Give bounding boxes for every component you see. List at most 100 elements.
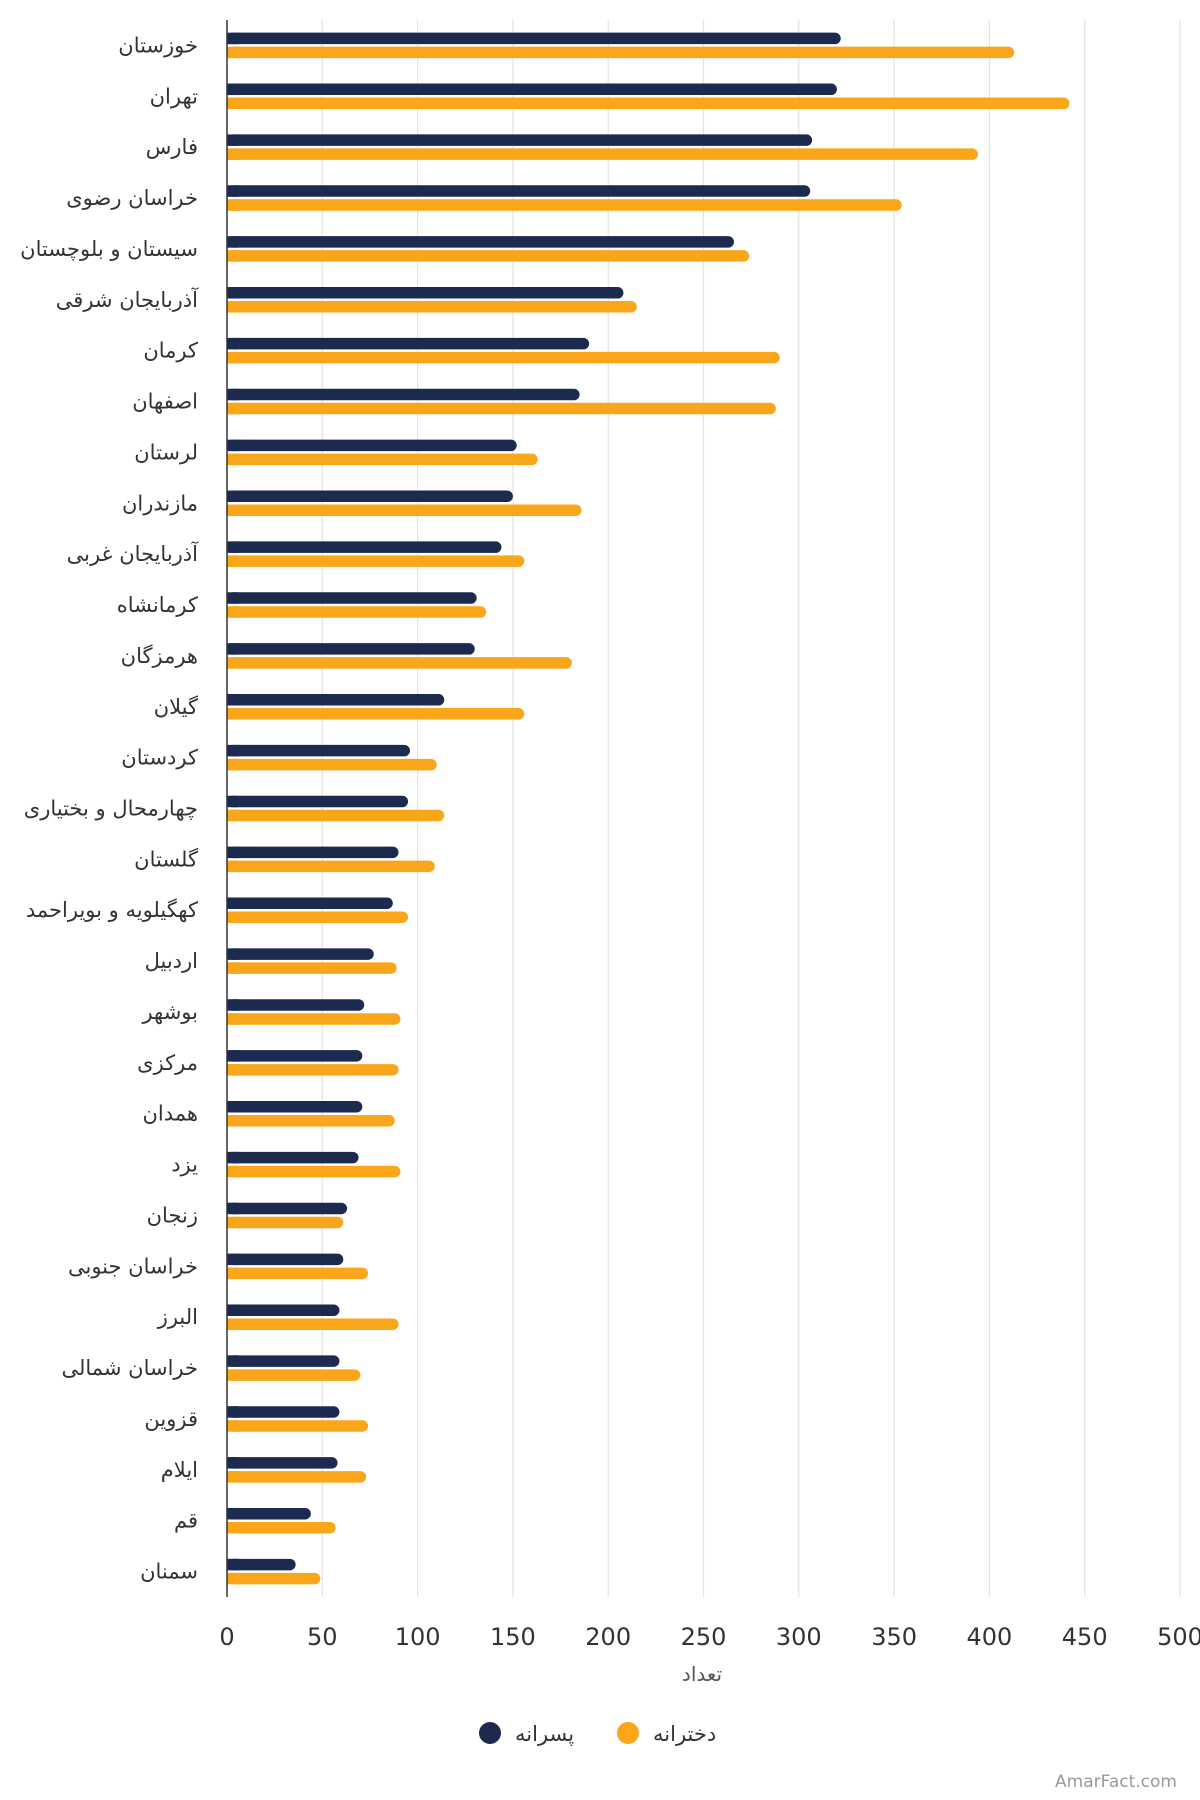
category-label: خراسان رضوی [66, 186, 198, 210]
bar-base-girls [227, 1420, 239, 1432]
x-tick-label: 0 [219, 1623, 234, 1651]
bar-base-girls [227, 97, 239, 110]
bar-boys [227, 1050, 363, 1062]
x-tick-label: 350 [871, 1623, 917, 1651]
bar-girls [227, 555, 525, 567]
bar-girls [227, 1420, 369, 1432]
bar-base-boys [227, 643, 239, 655]
bar-boys [227, 694, 445, 706]
bar-boys [227, 1558, 296, 1571]
bar-girls [227, 606, 487, 618]
bar-base-girls [227, 1369, 239, 1381]
bar-girls [227, 1013, 401, 1025]
category-label: کرمانشاه [117, 593, 198, 617]
bar-base-boys [227, 592, 239, 604]
bar-girls [227, 250, 750, 262]
x-tick-label: 150 [490, 1623, 536, 1651]
bar-base-boys [227, 83, 239, 96]
bar-boys [227, 1355, 340, 1367]
category-label: خراسان جنوبی [68, 1254, 198, 1278]
bar-girls [227, 453, 538, 466]
category-label: اردبیل [145, 949, 198, 973]
x-tick-labels: 0 50 100 150 200 250 300 350 400 450 500 [219, 1623, 1200, 1651]
bar-base-boys [227, 439, 239, 452]
legend-label: دخترانه [653, 1722, 716, 1746]
bar-base-girls [227, 453, 239, 466]
bar-base-girls [227, 809, 239, 822]
category-label: سیستان و بلوچستان [20, 237, 198, 261]
bar-base-girls [227, 250, 239, 262]
bar-boys [227, 490, 513, 503]
bar-base-girls [227, 46, 239, 59]
bar-base-boys [227, 1406, 239, 1418]
bar-base-girls [227, 148, 239, 160]
category-label: لرستان [134, 440, 198, 464]
category-label: قزوین [144, 1407, 198, 1431]
category-label: قم [174, 1509, 198, 1534]
bar-boys [227, 134, 813, 146]
bar-base-girls [227, 606, 239, 618]
bar-base-boys [227, 1151, 239, 1164]
bar-base-girls [227, 1521, 239, 1534]
bar-base-boys [227, 1304, 239, 1316]
bar-base-girls [227, 504, 239, 517]
bar-boys [227, 541, 502, 553]
x-axis-title: تعداد [682, 1662, 722, 1686]
bar-boys [227, 1202, 348, 1215]
bar-girls [227, 708, 525, 720]
bar-base-girls [227, 962, 239, 974]
watermark: AmarFact.com [1055, 1772, 1177, 1792]
bar-base-girls [227, 708, 239, 720]
bar-boys [227, 1507, 311, 1520]
bar-girls [227, 1216, 344, 1229]
bar-boys [227, 236, 734, 248]
category-label: اصفهان [132, 390, 198, 414]
x-tick-label: 500 [1157, 1623, 1200, 1651]
bar-base-boys [227, 795, 239, 808]
bar-base-boys [227, 388, 239, 401]
bar-base-girls [227, 199, 239, 211]
category-label: چهارمحال و بختیاری [24, 797, 198, 821]
bar-girls [227, 1267, 369, 1280]
bar-base-girls [227, 1165, 239, 1178]
category-label: یزد [171, 1153, 198, 1177]
bar-boys [227, 948, 374, 960]
bar-boys [227, 999, 365, 1011]
x-tick-label: 200 [585, 1623, 631, 1651]
bar-girls [227, 1064, 399, 1076]
category-label: کرمان [143, 339, 198, 363]
bar-boys [227, 846, 399, 859]
bar-base-girls [227, 911, 239, 923]
bar-boys [227, 32, 841, 45]
bar-boys [227, 1253, 344, 1266]
category-label: هرمزگان [121, 644, 198, 668]
category-label: زنجان [147, 1203, 198, 1227]
bar-girls [227, 46, 1015, 59]
bar-boys [227, 795, 409, 808]
bar-boys [227, 744, 410, 757]
category-label: گیلان [154, 695, 198, 719]
x-tick-label: 100 [395, 1623, 441, 1651]
bar-boys [227, 643, 475, 655]
bar-boys [227, 337, 590, 350]
bar-girls [227, 657, 572, 669]
bar-base-girls [227, 555, 239, 567]
bar-boys [227, 897, 393, 909]
bar-base-boys [227, 897, 239, 909]
bar-boys [227, 83, 837, 96]
bar-base-boys [227, 1457, 239, 1469]
category-label: کهگیلویه و بویراحمد [26, 898, 198, 922]
bar-base-boys [227, 846, 239, 859]
bar-base-boys [227, 541, 239, 553]
bar-base-boys [227, 337, 239, 350]
legend: پسرانه دخترانه [479, 1722, 716, 1746]
category-label: کردستان [121, 746, 198, 770]
bar-boys [227, 388, 580, 401]
bar-girls [227, 1318, 399, 1330]
bars [227, 32, 1070, 1585]
bar-girls [227, 1471, 367, 1483]
bar-base-boys [227, 744, 239, 757]
category-label: گلستان [134, 847, 198, 871]
bar-girls [227, 1521, 336, 1534]
bar-girls [227, 97, 1070, 110]
